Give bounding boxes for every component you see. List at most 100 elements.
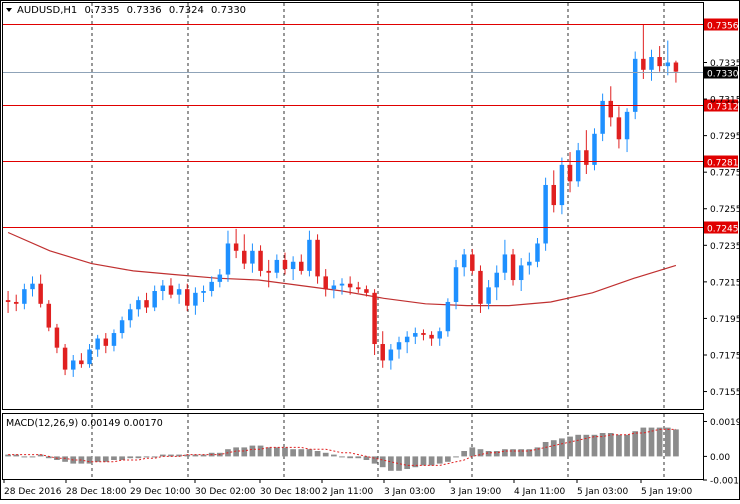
candle-body <box>176 289 182 295</box>
candle <box>87 344 92 368</box>
candle <box>95 334 100 357</box>
main-pane-border <box>2 2 704 410</box>
candle <box>176 283 182 304</box>
candle-body <box>13 301 19 304</box>
price-levels-layer <box>3 24 703 228</box>
macd-bar <box>102 456 109 462</box>
candle <box>62 344 68 376</box>
macd-bar <box>420 456 427 466</box>
candle <box>160 280 166 301</box>
price-tick-label: 0.7215 <box>710 278 740 288</box>
candle-body <box>608 100 614 118</box>
macd-bar <box>632 431 639 457</box>
candle-body <box>453 267 459 302</box>
candle-body <box>372 292 377 345</box>
time-tick-label: 5 Jan 03:00 <box>577 487 629 497</box>
candle-body <box>274 259 280 273</box>
macd-bar <box>241 447 248 457</box>
macd-bar <box>127 456 134 459</box>
macd-bar <box>542 442 549 457</box>
candle <box>22 283 27 310</box>
candle-body <box>478 270 483 304</box>
candle <box>470 248 475 275</box>
candle-body <box>152 291 157 308</box>
candle-body <box>421 333 426 335</box>
macd-bar <box>469 447 476 457</box>
macd-bar <box>559 438 565 457</box>
candle <box>347 276 353 295</box>
macd-bar <box>436 456 443 464</box>
macd-bar <box>233 447 239 457</box>
current-price-tag <box>704 66 738 79</box>
candle-body <box>266 270 271 273</box>
macd-bar <box>583 434 590 457</box>
candle <box>225 230 231 282</box>
price-level-label: 0.7245 <box>707 225 739 235</box>
candle-body <box>543 184 548 244</box>
candle <box>584 130 589 175</box>
candle-body <box>649 57 654 70</box>
candle-body <box>79 360 84 365</box>
candle-body <box>347 283 353 288</box>
macd-bar <box>388 456 394 471</box>
macd-bar <box>5 454 11 457</box>
candles-layer <box>5 24 679 377</box>
candle-body <box>429 334 434 339</box>
candle <box>5 291 11 313</box>
macd-bar <box>534 447 541 457</box>
candle-body <box>461 254 467 268</box>
candle <box>592 128 597 171</box>
symbol-label: AUDUSD,H1 <box>17 5 77 16</box>
candle-body <box>673 62 679 72</box>
candle-body <box>494 272 499 288</box>
candle <box>502 239 508 281</box>
macd-bar <box>265 447 272 457</box>
candle-body <box>299 261 304 271</box>
macd-bar <box>599 433 606 457</box>
candle <box>559 157 565 215</box>
time-tick-label: 3 Jan 03:00 <box>384 487 436 497</box>
candle-body <box>323 276 328 290</box>
time-tick-label: 3 Jan 19:00 <box>450 487 502 497</box>
candle <box>307 230 312 277</box>
macd-bar <box>485 451 492 457</box>
price-tick-label: 0.7315 <box>710 96 740 106</box>
candle <box>429 331 434 346</box>
candle <box>193 287 198 315</box>
macd-bar <box>45 456 52 459</box>
candle <box>266 259 271 288</box>
macd-bar <box>298 449 305 457</box>
macd-bar <box>518 449 525 457</box>
candle-body <box>364 289 369 293</box>
high-value: 0.7336 <box>127 5 162 16</box>
candle-body <box>437 331 442 339</box>
macd-bar <box>607 433 614 457</box>
macd-bar <box>371 456 378 464</box>
candle <box>632 51 638 120</box>
candle <box>299 254 304 275</box>
macd-tick-label: -0.00166 <box>710 477 740 487</box>
candle-body <box>624 111 630 140</box>
candle <box>380 331 385 368</box>
candle-body <box>290 261 296 270</box>
candle <box>128 303 133 328</box>
macd-bar <box>314 451 321 457</box>
macd-bar <box>624 434 630 457</box>
candle <box>185 283 190 312</box>
chart-menu-triangle-icon[interactable] <box>6 8 12 12</box>
candle-body <box>616 117 622 140</box>
price-axis: 0.7356 0.7312 0.7281 0.7245 0.7335 0.7315 0.72… <box>703 18 740 487</box>
macd-bar <box>111 456 117 460</box>
price-tick-label: 0.7175 <box>710 351 740 361</box>
candle-body <box>225 243 231 275</box>
candle-body <box>209 281 214 292</box>
candle <box>600 93 605 142</box>
candle <box>478 265 483 313</box>
price-level-label: 0.7281 <box>707 159 739 169</box>
candle <box>673 60 679 83</box>
candle <box>13 294 19 312</box>
candle-body <box>592 133 597 165</box>
candle-body <box>193 292 198 306</box>
